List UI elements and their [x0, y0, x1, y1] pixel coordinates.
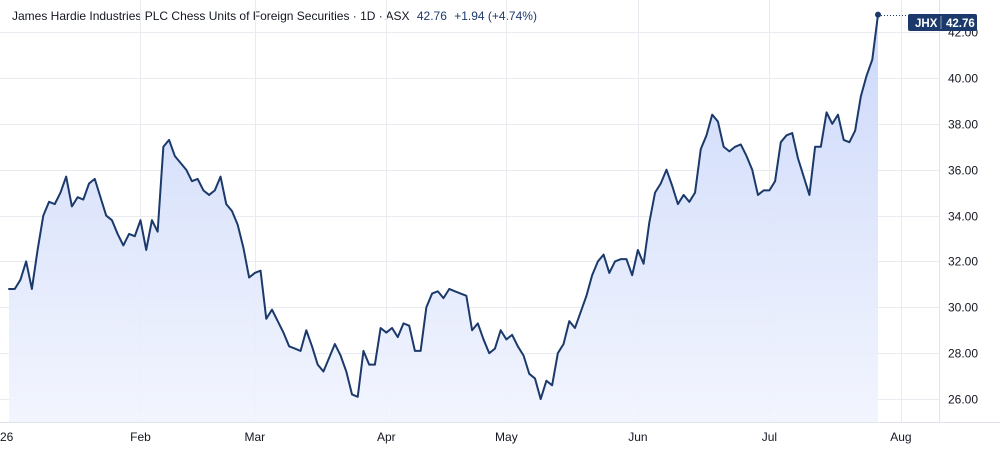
- y-tick-label: 28.00: [948, 347, 978, 361]
- y-tick-label: 34.00: [948, 210, 978, 224]
- badge-symbol: JHX: [915, 18, 938, 30]
- price-badge: JHX 42.76: [908, 14, 977, 31]
- x-tick-label: Jul: [762, 430, 777, 444]
- price-badge-bg: [908, 14, 977, 31]
- legend-title: James Hardie Industries PLC Chess Units …: [12, 9, 410, 23]
- badge-price: 42.76: [946, 18, 975, 30]
- x-tick-label: 26: [0, 430, 14, 444]
- price-line: [8, 13, 879, 401]
- y-tick-label: 40.00: [948, 72, 978, 86]
- price-area-group: [9, 14, 878, 423]
- x-tick-label: Feb: [130, 430, 151, 444]
- y-tick-label: 38.00: [948, 118, 978, 132]
- x-tick-label: Mar: [244, 430, 265, 444]
- x-tick-label: Aug: [890, 430, 911, 444]
- axes: [0, 0, 1000, 423]
- y-tick-label: 30.00: [948, 301, 978, 315]
- y-tick-label: 32.00: [948, 255, 978, 269]
- y-tick-label: 26.00: [948, 393, 978, 407]
- price-area: [9, 14, 878, 423]
- x-tick-label: Apr: [377, 430, 396, 444]
- x-axis-ticks: 26 Feb Mar Apr May Jun Jul Aug: [0, 430, 912, 444]
- price-line-group: [8, 13, 879, 401]
- x-tick-label: Jun: [628, 430, 647, 444]
- chart-legend: James Hardie Industries PLC Chess Units …: [12, 9, 537, 23]
- y-tick-label: 36.00: [948, 164, 978, 178]
- last-price-dot: [875, 11, 881, 18]
- last-price-marker-group: [875, 11, 908, 18]
- x-tick-label: May: [495, 430, 518, 444]
- legend-change-value: +1.94 (+4.74%): [454, 9, 537, 23]
- legend-last-value: 42.76: [416, 9, 447, 23]
- y-axis-ticks: 26.00 28.00 30.00 32.00 34.00 36.00 38.00 40.00…: [948, 26, 978, 407]
